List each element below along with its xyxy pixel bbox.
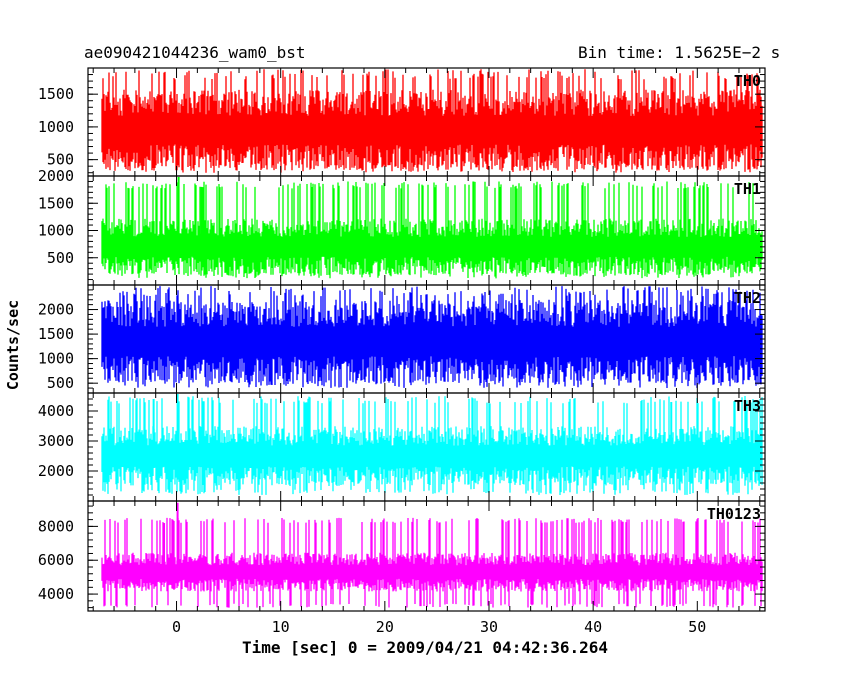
y-tick-label: 3000	[38, 432, 74, 450]
y-tick-label: 6000	[38, 551, 74, 569]
x-tick-label: 0	[172, 618, 181, 636]
y-tick-label: 4000	[38, 402, 74, 420]
panel-label-th3: TH3	[734, 397, 761, 415]
chart-title-right: Bin time: 1.5625E−2 s	[578, 43, 781, 62]
y-tick-label: 1500	[38, 194, 74, 212]
series-th0123	[101, 517, 763, 608]
x-tick-label: 40	[584, 618, 602, 636]
series-th3	[101, 396, 763, 495]
panel-label-th0123: TH0123	[707, 505, 761, 523]
x-tick-label: 30	[480, 618, 498, 636]
y-tick-label: 1500	[38, 85, 74, 103]
y-tick-label: 2000	[38, 167, 74, 185]
y-tick-label: 1500	[38, 325, 74, 343]
chart-axes: TH050010001500TH1500100015002000TH250010…	[38, 67, 765, 636]
series-th2	[101, 286, 763, 388]
y-tick-label: 4000	[38, 585, 74, 603]
panel-label-th0: TH0	[734, 72, 761, 90]
y-tick-label: 2000	[38, 301, 74, 319]
x-axis-label: Time [sec] 0 = 2009/04/21 04:42:36.264	[242, 638, 608, 657]
panel-label-th2: TH2	[734, 289, 761, 307]
y-tick-label: 2000	[38, 462, 74, 480]
y-axis-label: Counts/sec	[4, 300, 22, 390]
y-tick-label: 500	[47, 249, 74, 267]
y-tick-label: 1000	[38, 350, 74, 368]
y-tick-label: 500	[47, 374, 74, 392]
series-th0	[101, 69, 763, 173]
x-tick-label: 10	[272, 618, 290, 636]
chart-title-left: ae090421044236_wam0_bst	[84, 43, 306, 62]
panel-label-th1: TH1	[734, 180, 761, 198]
x-tick-label: 20	[376, 618, 394, 636]
y-tick-label: 1000	[38, 222, 74, 240]
y-tick-label: 8000	[38, 517, 74, 535]
y-tick-label: 1000	[38, 118, 74, 136]
series-th1	[101, 181, 763, 279]
y-tick-label: 500	[47, 151, 74, 169]
x-tick-label: 50	[688, 618, 706, 636]
chart-marks	[101, 69, 763, 608]
